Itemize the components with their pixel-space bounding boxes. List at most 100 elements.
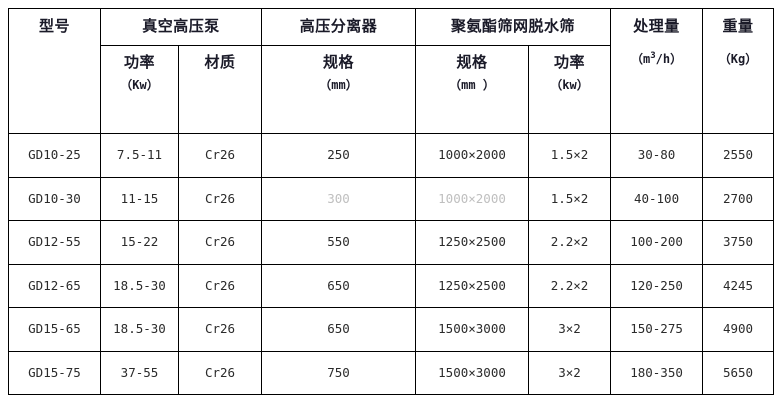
cell-model-text: GD10-30 bbox=[28, 190, 81, 206]
cell-pump-power-text: 11-15 bbox=[120, 190, 159, 206]
cell-screen-spec: 1500×3000 bbox=[415, 350, 530, 395]
cell-pump-power: 7.5-11 bbox=[100, 133, 179, 178]
header-label-separator-spec: 规格 bbox=[323, 55, 355, 71]
cell-screen-power-text: 1.5×2 bbox=[550, 190, 589, 206]
cell-pump-material: Cr26 bbox=[177, 350, 263, 395]
cell-screen-power: 2.2×2 bbox=[528, 263, 612, 308]
cell-weight-text: 2550 bbox=[722, 147, 754, 163]
cell-pump-material-text: Cr26 bbox=[204, 190, 236, 206]
cell-screen-power: 3×2 bbox=[528, 350, 612, 395]
cell-model-text: GD12-55 bbox=[28, 234, 81, 250]
header-label-pu-screen: 聚氨酯筛网脱水筛 bbox=[451, 19, 576, 35]
cell-separator-spec: 650 bbox=[261, 263, 417, 308]
cell-separator-spec-text: 650 bbox=[327, 277, 350, 293]
header-cell-screen-spec: 规格 （mm ） bbox=[415, 45, 530, 134]
capacity-unit-exponent: 3 bbox=[650, 51, 656, 61]
product-spec-table: 型号 真空高压泵 高压分离器 聚氨酯筛网脱水筛 处理量 （m3/h） bbox=[8, 8, 775, 395]
cell-model-text: GD10-25 bbox=[28, 147, 81, 163]
cell-screen-power-text: 3×2 bbox=[558, 321, 581, 337]
cell-screen-spec: 1500×3000 bbox=[415, 307, 530, 352]
cell-separator-spec-text: 250 bbox=[327, 147, 350, 163]
cell-model: GD15-75 bbox=[8, 350, 101, 395]
cell-weight: 4245 bbox=[702, 263, 775, 308]
header-subrow-group: 功率 （Kw） 材质 规格 （mm） 规 bbox=[9, 45, 774, 134]
cell-pump-power-text: 37-55 bbox=[120, 364, 159, 380]
cell-weight-text: 5650 bbox=[722, 364, 754, 380]
cell-separator-spec-text: 650 bbox=[327, 321, 350, 337]
cell-screen-spec-text: 1250×2500 bbox=[438, 234, 506, 250]
header-label-hp-separator: 高压分离器 bbox=[299, 19, 378, 35]
header-label-pump-power: 功率 bbox=[123, 55, 155, 71]
cell-pump-power: 18.5-30 bbox=[100, 263, 179, 308]
cell-model: GD10-30 bbox=[8, 176, 101, 221]
spec-table-container: 型号 真空高压泵 高压分离器 聚氨酯筛网脱水筛 处理量 （m3/h） bbox=[8, 8, 775, 395]
cell-pump-material-text: Cr26 bbox=[204, 364, 236, 380]
cell-pump-power-text: 15-22 bbox=[120, 234, 159, 250]
cell-separator-spec-text: 300 bbox=[327, 190, 350, 206]
cell-pump-power-text: 7.5-11 bbox=[116, 147, 163, 163]
header-label-screen-power: 功率 bbox=[554, 55, 586, 71]
cell-screen-spec-text: 1000×2000 bbox=[438, 147, 506, 163]
cell-screen-spec-text: 1500×3000 bbox=[438, 364, 506, 380]
table-row: GD12-55 15-22 Cr26 550 1250×2500 2.2×2 100-200… bbox=[8, 220, 775, 265]
cell-screen-power: 1.5×2 bbox=[528, 176, 612, 221]
header-unit-capacity: （m3/h） bbox=[630, 36, 682, 67]
cell-screen-spec: 1000×2000 bbox=[415, 176, 530, 221]
cell-capacity: 40-100 bbox=[610, 176, 704, 221]
cell-pump-power-text: 18.5-30 bbox=[113, 321, 166, 337]
capacity-unit-prefix: （m bbox=[630, 52, 651, 66]
cell-pump-power: 11-15 bbox=[100, 176, 179, 221]
cell-pump-material: Cr26 bbox=[177, 176, 263, 221]
cell-pump-material: Cr26 bbox=[177, 133, 263, 178]
cell-screen-power-text: 2.2×2 bbox=[550, 277, 589, 293]
cell-pump-power: 37-55 bbox=[100, 350, 179, 395]
header-unit-weight: （Kg） bbox=[718, 52, 758, 66]
cell-weight: 3750 bbox=[702, 220, 775, 265]
header-unit-screen-power: （kw） bbox=[550, 78, 589, 92]
cell-separator-spec-text: 750 bbox=[327, 364, 350, 380]
cell-capacity: 100-200 bbox=[610, 220, 704, 265]
cell-model: GD12-55 bbox=[8, 220, 101, 265]
header-cell-pump-power: 功率 （Kw） bbox=[100, 45, 179, 134]
cell-capacity-text: 30-80 bbox=[637, 147, 676, 163]
header-cell-model: 型号 bbox=[8, 8, 101, 134]
cell-capacity: 120-250 bbox=[610, 263, 704, 308]
cell-pump-material: Cr26 bbox=[177, 263, 263, 308]
cell-model: GD10-25 bbox=[8, 133, 101, 178]
cell-model-text: GD15-75 bbox=[28, 364, 81, 380]
cell-screen-power: 2.2×2 bbox=[528, 220, 612, 265]
cell-pump-material: Cr26 bbox=[177, 307, 263, 352]
cell-weight: 5650 bbox=[702, 350, 775, 395]
cell-model-text: GD12-65 bbox=[28, 277, 81, 293]
cell-screen-spec: 1000×2000 bbox=[415, 133, 530, 178]
cell-pump-power: 15-22 bbox=[100, 220, 179, 265]
header-cell-vacuum-pump: 真空高压泵 bbox=[99, 8, 263, 46]
header-label-capacity: 处理量 bbox=[633, 19, 680, 35]
cell-screen-power-text: 2.2×2 bbox=[550, 234, 589, 250]
cell-capacity: 150-275 bbox=[610, 307, 704, 352]
cell-capacity: 30-80 bbox=[610, 133, 704, 178]
table-row: GD10-30 11-15 Cr26 300 1000×2000 1.5×2 40-100 2… bbox=[8, 176, 775, 221]
cell-screen-power: 3×2 bbox=[528, 307, 612, 352]
cell-separator-spec: 250 bbox=[261, 133, 417, 178]
table-row: GD10-25 7.5-11 Cr26 250 1000×2000 1.5×2 30-80 2… bbox=[8, 133, 775, 178]
cell-weight-text: 4245 bbox=[722, 277, 754, 293]
cell-pump-material-text: Cr26 bbox=[204, 234, 236, 250]
cell-separator-spec: 300 bbox=[261, 176, 417, 221]
header-label-weight: 重量 bbox=[722, 19, 754, 35]
cell-weight: 2700 bbox=[702, 176, 775, 221]
cell-capacity-text: 120-250 bbox=[630, 277, 683, 293]
header-row-group: 型号 真空高压泵 高压分离器 聚氨酯筛网脱水筛 处理量 （m3/h） bbox=[8, 8, 775, 134]
cell-screen-spec: 1250×2500 bbox=[415, 220, 530, 265]
cell-weight-text: 4900 bbox=[722, 321, 754, 337]
cell-model-text: GD15-65 bbox=[28, 321, 81, 337]
cell-capacity-text: 150-275 bbox=[630, 321, 683, 337]
cell-model: GD15-65 bbox=[8, 307, 101, 352]
cell-separator-spec: 750 bbox=[261, 350, 417, 395]
cell-model: GD12-65 bbox=[8, 263, 101, 308]
header-label-model: 型号 bbox=[38, 19, 70, 35]
cell-pump-material-text: Cr26 bbox=[204, 147, 236, 163]
cell-separator-spec: 650 bbox=[261, 307, 417, 352]
cell-weight-text: 3750 bbox=[722, 234, 754, 250]
header-cell-weight: 重量 （Kg） bbox=[702, 8, 775, 134]
